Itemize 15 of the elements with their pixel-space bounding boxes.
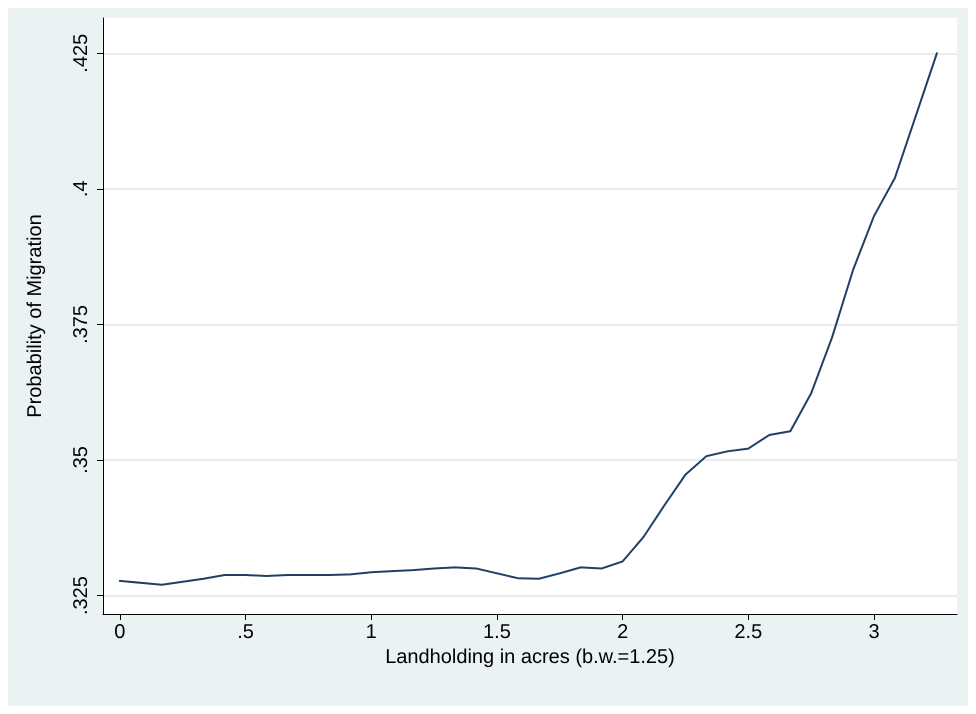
y-axis-title: Probability of Migration [24, 214, 46, 418]
x-tick-label: 1 [366, 621, 377, 643]
y-tick-label: .325 [70, 576, 92, 616]
x-tick-label: 3 [868, 621, 880, 643]
y-tick-label: .425 [70, 34, 92, 73]
x-axis-title: Landholding in acres (b.w.=1.25) [385, 646, 675, 668]
x-tick-label: 1.5 [483, 621, 511, 643]
x-tick-label: 2.5 [734, 621, 762, 643]
y-tick-label: .375 [70, 304, 92, 344]
x-tick-label: 2 [617, 621, 628, 643]
y-tick-label: .4 [70, 180, 92, 198]
y-tick-label: .35 [70, 446, 92, 474]
x-tick-label: .5 [237, 621, 254, 643]
x-tick-label: 0 [114, 621, 126, 643]
line-series [118, 52, 938, 586]
